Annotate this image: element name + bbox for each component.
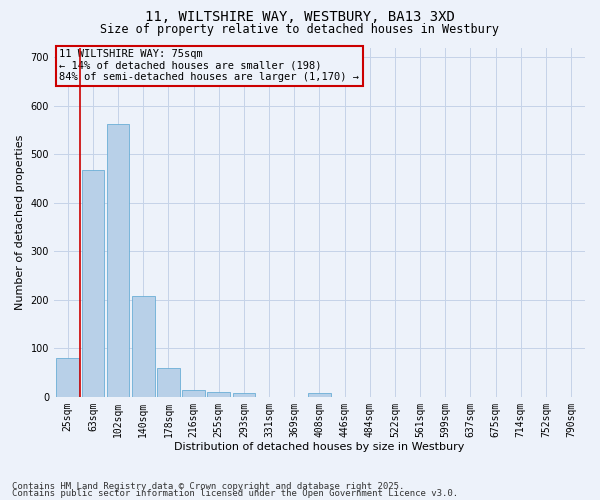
Bar (132, 296, 155, 397)
Text: 11 WILTSHIRE WAY: 75sqm
← 14% of detached houses are smaller (198)
84% of semi-d: 11 WILTSHIRE WAY: 75sqm ← 14% of detache… (59, 49, 359, 82)
Bar (308, 394, 331, 397)
Bar (233, 394, 255, 397)
Text: Contains public sector information licensed under the Open Government Licence v3: Contains public sector information licen… (12, 490, 458, 498)
Bar (208, 392, 230, 397)
Bar (107, 124, 130, 397)
Bar (157, 368, 180, 397)
Bar (82, 170, 104, 397)
Text: Contains HM Land Registry data © Crown copyright and database right 2025.: Contains HM Land Registry data © Crown c… (12, 482, 404, 491)
Bar (56, 358, 79, 397)
Bar (182, 390, 205, 397)
Y-axis label: Number of detached properties: Number of detached properties (15, 134, 25, 310)
Text: 11, WILTSHIRE WAY, WESTBURY, BA13 3XD: 11, WILTSHIRE WAY, WESTBURY, BA13 3XD (145, 10, 455, 24)
Text: Size of property relative to detached houses in Westbury: Size of property relative to detached ho… (101, 22, 499, 36)
X-axis label: Distribution of detached houses by size in Westbury: Distribution of detached houses by size … (174, 442, 464, 452)
